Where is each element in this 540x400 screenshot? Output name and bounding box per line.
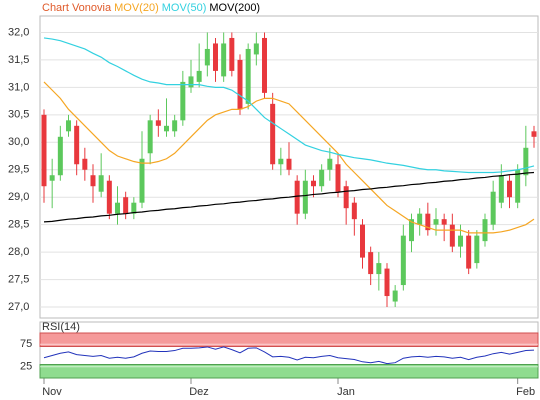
candle-body	[441, 219, 447, 225]
candle-body	[302, 180, 308, 214]
chart-title: Chart Vonovia	[42, 2, 112, 14]
candle-body	[523, 147, 529, 176]
candle-body	[172, 120, 178, 132]
ma-line	[43, 81, 535, 234]
candle-body	[82, 158, 88, 170]
candle-body	[343, 186, 349, 209]
y-tick-label: 28,5	[8, 219, 29, 231]
candle-body	[474, 235, 480, 264]
candle-body	[66, 120, 71, 132]
candle-body	[515, 169, 521, 203]
candle-body	[507, 180, 512, 198]
y-tick-label: 30,5	[8, 109, 29, 121]
candle-body	[286, 158, 292, 170]
candle-body	[123, 197, 129, 214]
candle-body	[360, 224, 365, 258]
candle-body	[237, 59, 243, 110]
candle-body	[90, 175, 96, 187]
y-tick-label: 30,0	[8, 136, 29, 148]
x-tick-label: Nov	[42, 386, 62, 398]
legend-label: MOV(50)	[162, 2, 207, 14]
y-tick-label: 28,0	[8, 246, 29, 258]
y-tick-label: 31,0	[8, 81, 29, 93]
candle-body	[384, 268, 390, 297]
x-tick-label: Feb	[516, 386, 535, 398]
candle-body	[531, 131, 537, 137]
candle-body	[229, 37, 235, 71]
candle-body	[74, 125, 80, 165]
candle-body	[253, 43, 259, 55]
candle-body	[270, 103, 276, 165]
candle-body	[204, 48, 210, 66]
panel-title: RSI(14)	[42, 321, 80, 333]
y-tick-label: 32,0	[8, 26, 29, 38]
candle-body	[466, 235, 472, 269]
candle-body	[417, 213, 423, 225]
candle-body	[147, 120, 153, 154]
candle-body	[180, 81, 186, 121]
y-tick-label: 29,5	[8, 164, 29, 176]
candle-body	[482, 219, 488, 242]
candle-body	[98, 175, 104, 192]
rsi-line	[43, 346, 535, 365]
candle-body	[188, 76, 194, 88]
candle-body	[139, 158, 145, 203]
candle-body	[327, 158, 333, 170]
oversold-band	[39, 364, 539, 379]
legend-label: MOV(200)	[209, 2, 260, 14]
candle-body	[392, 290, 398, 302]
candle-body	[376, 263, 382, 275]
candle-body	[433, 219, 439, 225]
candle-body	[425, 213, 431, 231]
ma-line	[43, 171, 535, 223]
candle-body	[115, 202, 120, 214]
candle-body	[278, 158, 284, 165]
overbought-band	[39, 332, 539, 347]
candle-body	[155, 120, 161, 126]
candle-body	[196, 70, 202, 82]
candle-body	[351, 202, 357, 220]
candle-body	[400, 235, 406, 286]
candle-body	[458, 235, 463, 247]
candle-body	[245, 48, 251, 104]
ma-line	[43, 37, 535, 174]
candle-body	[57, 136, 63, 176]
y-tick-label: 25	[20, 361, 32, 373]
y-tick-label: 27,5	[8, 273, 29, 285]
y-tick-label: 29,0	[8, 191, 29, 203]
candle-body	[498, 175, 504, 203]
x-tick-label: Dez	[189, 386, 209, 398]
candle-body	[221, 43, 227, 77]
candle-body	[319, 169, 325, 187]
candle-body	[449, 224, 455, 247]
candle-body	[294, 180, 300, 214]
candle-body	[131, 202, 137, 214]
candle-body	[368, 252, 374, 275]
y-tick-label: 75	[20, 338, 32, 350]
candle-body	[409, 219, 414, 242]
legend-label: MOV(20)	[114, 2, 159, 14]
candle-body	[41, 114, 47, 187]
candle-body	[335, 164, 341, 192]
candle-body	[106, 180, 112, 214]
candle-body	[164, 125, 169, 132]
y-tick-label: 31,5	[8, 54, 29, 66]
x-tick-label: Jan	[337, 386, 355, 398]
candle-body	[213, 43, 218, 71]
candle-body	[49, 175, 55, 181]
candle-body	[490, 191, 496, 225]
y-tick-label: 27,0	[8, 301, 29, 313]
candle-body	[311, 180, 316, 187]
candle-body	[262, 37, 267, 93]
